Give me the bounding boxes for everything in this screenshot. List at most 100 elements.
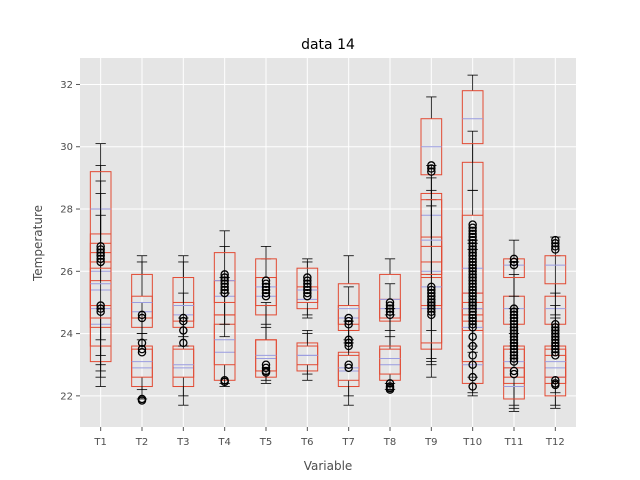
box-group-t7 (337, 255, 360, 406)
box-flier-point (551, 326, 560, 335)
box-flier-point (468, 316, 477, 326)
box-flier-point (509, 341, 519, 351)
x-axis-ticks: T1 T2 T3 T4 T5 T6 T7 T8 T9 T10 T11 T12 (93, 427, 565, 448)
x-tick-label: T12 (545, 437, 565, 448)
box-flier-point (427, 285, 436, 295)
box-flier-point (468, 291, 477, 301)
box-flier-point (509, 351, 519, 360)
box-flier-point (468, 313, 477, 323)
box-flier-point (179, 316, 188, 326)
box-flier-point (137, 313, 147, 323)
box-flier-point (551, 242, 560, 251)
box-flier-point (468, 223, 477, 232)
box-flier-point (509, 335, 519, 345)
box-flier-point (468, 260, 477, 270)
box-flier-point (468, 245, 477, 254)
box-flier-point (509, 254, 519, 264)
box-flier-point (551, 335, 560, 345)
box-flier-point (551, 329, 560, 338)
box-group-t3 (172, 255, 195, 406)
box-flier-point (551, 376, 560, 385)
box-group-t5 (255, 245, 277, 384)
box-flier-point (551, 338, 560, 348)
box-group-t4 (213, 230, 236, 387)
box-flier-point (509, 338, 519, 348)
box-flier-point (468, 288, 477, 298)
box-flier-point (427, 301, 436, 310)
box-flier-point (468, 307, 477, 317)
box-flier-point (509, 369, 519, 379)
box-flier-point (468, 235, 477, 245)
y-tick-label: 22 (60, 391, 73, 402)
box-flier-point (179, 338, 188, 348)
box-flier-point (427, 295, 436, 304)
box-flier-point (385, 385, 395, 394)
x-tick-label: T9 (424, 437, 437, 448)
box-flier-point (427, 310, 436, 320)
box-flier-point (344, 319, 353, 329)
box-group-t12 (544, 235, 567, 409)
box-flier-point (137, 344, 147, 354)
y-tick-label: 26 (60, 267, 73, 278)
box-flier-point (468, 229, 477, 239)
box-flier-point (468, 298, 477, 307)
box-flier-point (509, 348, 519, 357)
box-flier-point (96, 251, 105, 260)
y-tick-label: 32 (60, 80, 73, 91)
box-group-t10 (461, 74, 484, 397)
box-group-t6 (296, 258, 319, 381)
box-flier-point (551, 323, 560, 332)
box-flier-point (551, 348, 560, 357)
box-flier-point (344, 313, 353, 323)
box-flier-point (468, 360, 477, 369)
box-flier-point (509, 326, 519, 335)
box-flier-point (303, 273, 312, 282)
box-flier-point (551, 332, 560, 341)
box-flier-point (179, 313, 188, 323)
box-flier-point (303, 279, 312, 289)
box-flier-point (509, 316, 519, 326)
box-group-t2 (131, 255, 153, 405)
x-axis-label: Variable (304, 459, 353, 473)
box-flier-point (509, 329, 519, 338)
box-flier-point (551, 380, 560, 390)
box-flier-point (344, 363, 353, 373)
x-tick-label: T1 (93, 437, 106, 448)
y-axis-ticks: 22 24 26 28 30 32 (60, 80, 80, 402)
box-flier-point (468, 304, 477, 313)
box-flier-point (220, 377, 229, 387)
box-flier-point (468, 226, 477, 236)
x-tick-label: T11 (504, 437, 524, 448)
box-flier-point (468, 232, 477, 242)
box-flier-point (427, 298, 436, 307)
box-flier-point (468, 254, 477, 264)
box-flier-point (179, 326, 188, 335)
box-flier-point (468, 257, 477, 267)
box-group-t8 (379, 258, 401, 394)
box-flier-point (344, 360, 353, 369)
box-flier-point (385, 298, 395, 307)
box-flier-point (303, 288, 312, 298)
box-flier-point (468, 351, 477, 360)
box-flier-point (468, 323, 477, 332)
box-flier-point (468, 279, 477, 289)
box-flier-point (96, 301, 105, 310)
box-flier-point (468, 341, 477, 351)
box-flier-point (261, 368, 271, 377)
x-tick-label: T4 (217, 437, 230, 448)
box-flier-point (303, 276, 312, 285)
box-flier-point (344, 341, 353, 351)
box-flier-point (468, 332, 477, 341)
box-flier-point (303, 291, 312, 301)
box-flier-point (261, 282, 271, 292)
box-flier-point (220, 276, 229, 285)
box-flier-point (509, 307, 519, 317)
box-flier-point (220, 285, 229, 295)
chart-title: data 14 (301, 37, 355, 53)
box-group-t1 (89, 143, 112, 387)
box-iqr (213, 252, 236, 303)
box-flier-point (468, 276, 477, 285)
box-flier-point (427, 161, 436, 170)
box-flier-point (468, 319, 477, 329)
box-flier-point (468, 382, 477, 391)
